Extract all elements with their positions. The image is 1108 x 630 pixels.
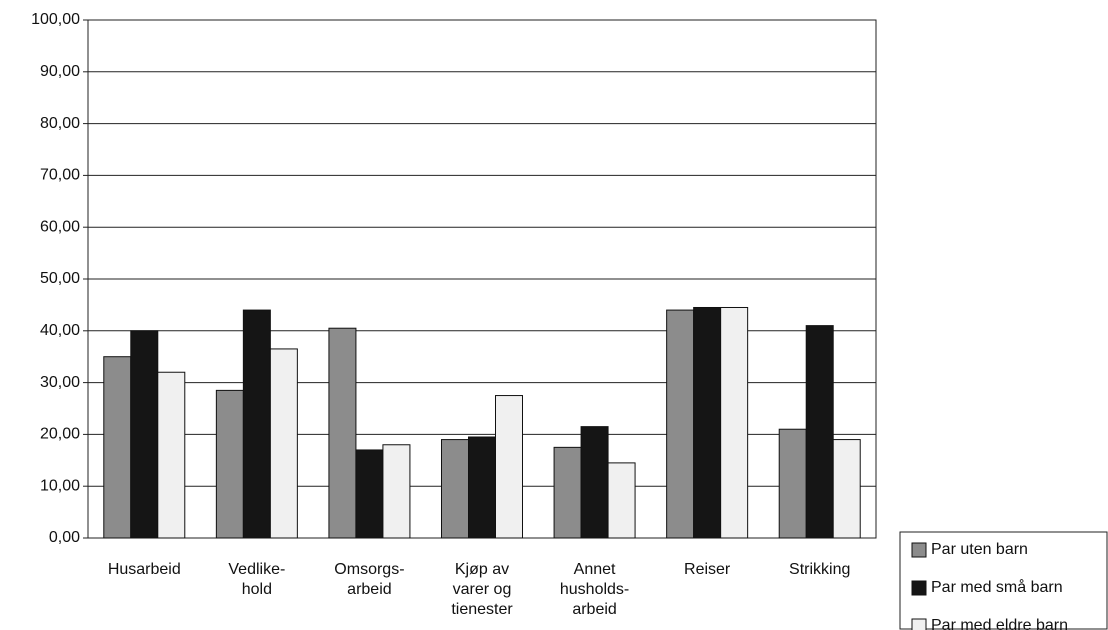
bar bbox=[805, 325, 834, 539]
y-tick-label: 80,00 bbox=[40, 115, 80, 132]
x-tick-label: hold bbox=[242, 581, 272, 598]
bar bbox=[242, 309, 271, 539]
x-tick-label: arbeid bbox=[347, 581, 391, 598]
x-tick-label: Annet bbox=[574, 561, 616, 578]
x-tick-label: Vedlike- bbox=[228, 561, 285, 578]
legend-swatch bbox=[911, 618, 927, 630]
bar bbox=[103, 356, 132, 539]
bar bbox=[157, 371, 186, 539]
y-tick-label: 60,00 bbox=[40, 218, 80, 235]
y-tick-label: 20,00 bbox=[40, 426, 80, 443]
bar bbox=[382, 444, 411, 539]
bar bbox=[553, 446, 582, 539]
x-tick-label: Husarbeid bbox=[108, 561, 181, 578]
bar bbox=[720, 306, 749, 539]
legend-swatch bbox=[911, 542, 927, 558]
bar bbox=[328, 327, 357, 539]
bar bbox=[666, 309, 695, 539]
y-tick-label: 100,00 bbox=[31, 11, 80, 28]
x-tick-label: arbeid bbox=[572, 601, 616, 618]
y-tick-label: 10,00 bbox=[40, 477, 80, 494]
bar bbox=[355, 449, 384, 539]
x-tick-label: Reiser bbox=[684, 561, 731, 578]
bar bbox=[778, 428, 807, 539]
bar bbox=[607, 462, 636, 539]
bar bbox=[215, 389, 244, 539]
bar bbox=[832, 439, 861, 539]
y-tick-label: 50,00 bbox=[40, 270, 80, 287]
x-tick-label: Omsorgs- bbox=[334, 561, 404, 578]
legend-label: Par med eldre barn bbox=[931, 617, 1068, 630]
x-tick-label: Strikking bbox=[789, 561, 850, 578]
legend-label: Par med små barn bbox=[931, 578, 1063, 596]
bar bbox=[441, 439, 469, 539]
x-tick-label: varer og bbox=[453, 581, 512, 598]
bar bbox=[580, 426, 609, 539]
x-tick-label: tienester bbox=[451, 601, 513, 618]
x-tick-label: husholds- bbox=[560, 581, 629, 598]
legend-swatch bbox=[911, 580, 927, 596]
y-tick-label: 0,00 bbox=[49, 529, 80, 546]
y-tick-label: 40,00 bbox=[40, 322, 80, 339]
x-tick-label: Kjøp av bbox=[455, 561, 509, 578]
bar bbox=[468, 436, 496, 539]
bar bbox=[269, 348, 298, 539]
y-tick-label: 70,00 bbox=[40, 167, 80, 184]
bar bbox=[130, 330, 159, 539]
legend-label: Par uten barn bbox=[931, 541, 1028, 558]
y-tick-label: 30,00 bbox=[40, 374, 80, 391]
legend-frame bbox=[899, 531, 1108, 630]
bar bbox=[693, 306, 722, 539]
bar bbox=[495, 395, 523, 539]
y-tick-label: 90,00 bbox=[40, 63, 80, 80]
